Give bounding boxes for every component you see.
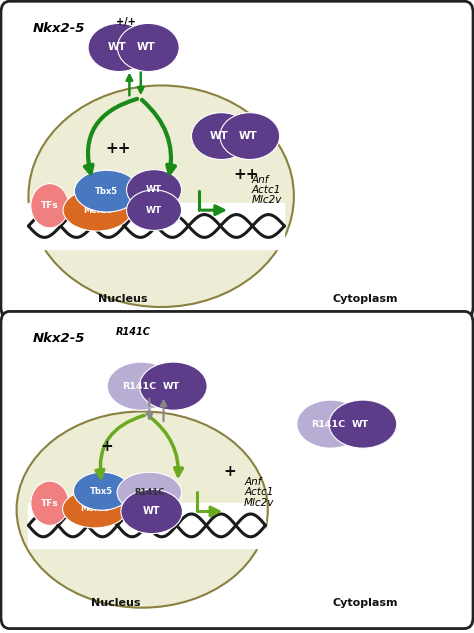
Text: Nkx2-5: Nkx2-5 (33, 332, 86, 345)
Ellipse shape (220, 113, 280, 160)
Text: Tbx5: Tbx5 (91, 487, 113, 496)
Text: Nucleus: Nucleus (91, 598, 141, 608)
Text: R141C: R141C (134, 488, 164, 497)
Ellipse shape (63, 189, 131, 231)
Text: Mlc2v: Mlc2v (244, 498, 274, 508)
FancyBboxPatch shape (1, 311, 473, 629)
Text: Mef2c: Mef2c (83, 206, 111, 215)
Ellipse shape (297, 400, 365, 448)
Text: Mlc2v: Mlc2v (251, 195, 282, 205)
Text: Nucleus: Nucleus (99, 294, 148, 304)
Ellipse shape (121, 489, 182, 534)
Text: R141C: R141C (311, 420, 346, 429)
Ellipse shape (191, 113, 251, 160)
Text: Anf: Anf (251, 175, 269, 185)
Text: +: + (100, 439, 113, 454)
Text: WT: WT (352, 420, 369, 429)
Text: Anf: Anf (244, 477, 262, 487)
Text: R141C: R141C (116, 327, 151, 337)
Ellipse shape (17, 411, 268, 608)
FancyBboxPatch shape (1, 1, 473, 318)
Text: ++: ++ (106, 141, 131, 156)
Text: Actc1: Actc1 (251, 185, 281, 195)
Text: Cytoplasm: Cytoplasm (332, 294, 398, 304)
Ellipse shape (329, 400, 397, 448)
Text: +/+: +/+ (116, 17, 136, 27)
Ellipse shape (118, 23, 179, 72)
Text: Nkx2-5: Nkx2-5 (33, 22, 86, 35)
Text: Cytoplasm: Cytoplasm (332, 598, 398, 608)
Text: R141C: R141C (122, 382, 156, 391)
Text: TFs: TFs (41, 201, 59, 210)
Ellipse shape (127, 190, 182, 230)
Text: WT: WT (146, 206, 162, 215)
Ellipse shape (117, 472, 182, 513)
Ellipse shape (107, 362, 175, 410)
Text: WT: WT (238, 131, 257, 141)
Ellipse shape (127, 170, 182, 210)
Text: WT: WT (210, 131, 229, 141)
Text: TFs: TFs (41, 499, 59, 508)
Ellipse shape (88, 23, 150, 72)
Text: ++: ++ (234, 166, 259, 182)
Ellipse shape (74, 170, 139, 212)
Ellipse shape (28, 85, 294, 307)
Text: WT: WT (143, 506, 160, 517)
Text: WT: WT (163, 382, 180, 391)
Text: WT: WT (108, 42, 126, 53)
Ellipse shape (31, 481, 69, 525)
Ellipse shape (31, 184, 69, 228)
Text: Mef2c: Mef2c (81, 505, 109, 513)
Text: WT: WT (137, 42, 155, 53)
Text: Actc1: Actc1 (244, 487, 273, 498)
Ellipse shape (63, 490, 127, 528)
Text: +: + (224, 464, 236, 479)
Text: Tbx5: Tbx5 (95, 187, 118, 196)
Ellipse shape (73, 472, 130, 510)
Ellipse shape (139, 362, 207, 410)
Text: WT: WT (146, 185, 162, 194)
